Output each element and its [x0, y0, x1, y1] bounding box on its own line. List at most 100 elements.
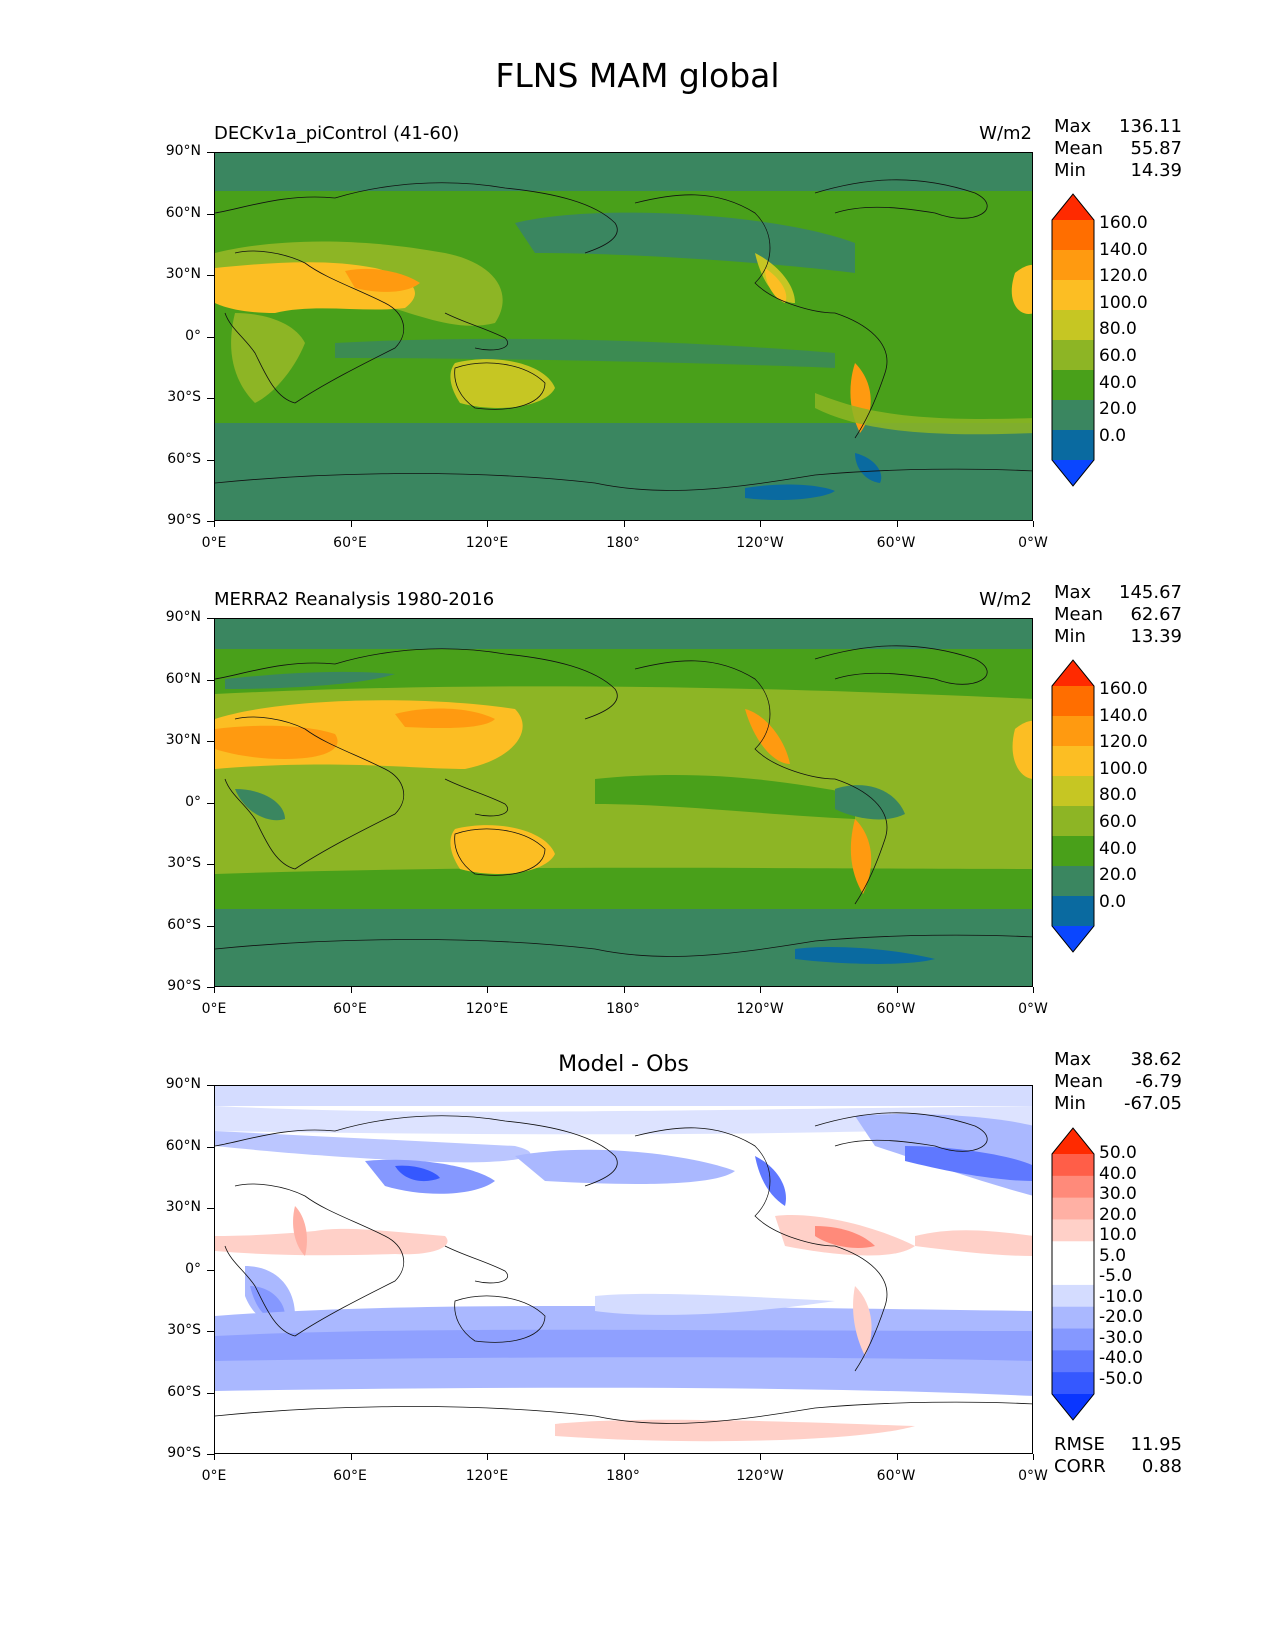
lat-tickmark: [207, 864, 214, 865]
lon-tickmark: [760, 987, 761, 993]
colorbar-tick-label: 160.0: [1099, 213, 1148, 233]
corr-label: CORR: [1054, 1456, 1106, 1477]
colorbar-cell: [1052, 220, 1094, 251]
lat-tickmark: [207, 213, 214, 215]
colorbar-tick-label: 40.0: [1099, 838, 1137, 859]
lon-label: 120°E: [465, 1001, 509, 1017]
lat-tickmark: [207, 459, 214, 461]
figure-title: FLNS MAM global: [495, 56, 780, 95]
lat-label: 30°N: [165, 732, 201, 748]
lon-tickmark: [1033, 1454, 1034, 1460]
colorbar-tick-label: 140.0: [1099, 705, 1148, 726]
lon-label: 0°E: [201, 535, 227, 551]
colorbar-model: [1051, 193, 1095, 491]
lat-tickmark: [207, 1454, 214, 1455]
colorbar-cell: [1052, 1219, 1094, 1242]
colorbar-tick-label: 5.0: [1099, 1245, 1127, 1266]
lat-tickmark: [207, 1146, 214, 1148]
colorbar-cell: [1052, 1306, 1094, 1330]
colorbar-tick-label: 40.0: [1099, 372, 1137, 393]
lon-label: 180°: [606, 535, 640, 551]
lat-label: 90°S: [167, 1445, 201, 1461]
rmse-label: RMSE: [1054, 1434, 1105, 1455]
colorbar-cap-bottom: [1052, 1394, 1094, 1420]
lon-tickmark: [896, 1454, 898, 1460]
colorbar-cell: [1052, 1350, 1094, 1373]
stat-mean-value: 55.87: [1130, 138, 1182, 159]
lat-tickmark: [207, 802, 214, 804]
colorbar-cell: [1052, 1197, 1094, 1220]
colorbar-tick-label: 60.0: [1099, 812, 1137, 832]
lon-label: 60°E: [333, 535, 367, 551]
colorbar-tick-label: -5.0: [1099, 1266, 1133, 1286]
colorbar-tick-label: 40.0: [1099, 1163, 1137, 1184]
stat-max-value: 145.67: [1119, 582, 1182, 603]
stat-max-label: Max: [1054, 1049, 1092, 1070]
colorbar-cell: [1052, 716, 1094, 747]
map-obs-field: [215, 619, 1032, 986]
lon-tickmark: [1033, 521, 1034, 527]
stat-min-label: Min: [1054, 1093, 1086, 1114]
lat-tickmark: [207, 925, 214, 927]
lat-tickmark: [207, 336, 214, 338]
colorbar-cell: [1052, 1284, 1094, 1308]
colorbar-tick-label: 0.0: [1099, 891, 1127, 912]
panel-title: MERRA2 Reanalysis 1980-2016: [214, 589, 495, 610]
colorbar-cell: [1052, 280, 1094, 311]
colorbar-tick-label: -30.0: [1099, 1327, 1143, 1348]
lon-tickmark: [350, 1454, 352, 1460]
colorbar-tick-label: 60.0: [1099, 346, 1137, 366]
lon-label: 180°: [606, 1001, 640, 1017]
lat-label: 30°N: [165, 266, 201, 282]
stat-min-value: -67.05: [1123, 1093, 1182, 1114]
colorbar-diff: [1051, 1127, 1095, 1425]
lon-tickmark: [214, 521, 215, 527]
colorbar-cell: [1052, 400, 1094, 431]
lat-label: 90°N: [165, 143, 201, 159]
lon-label: 120°E: [465, 1468, 509, 1484]
lat-tickmark: [207, 618, 214, 619]
lon-label: 180°: [606, 1468, 640, 1484]
lat-label: 90°S: [167, 978, 201, 994]
colorbar-tick-label: -10.0: [1099, 1286, 1143, 1307]
lon-tickmark: [487, 521, 488, 527]
lon-label: 60°W: [876, 535, 916, 551]
colorbar-tick-label: 80.0: [1099, 785, 1137, 806]
lon-label: 120°W: [736, 1001, 784, 1017]
colorbar-tick-label: -50.0: [1099, 1368, 1143, 1389]
lat-label: 60°S: [167, 917, 201, 933]
map-model: [214, 152, 1033, 521]
lat-tickmark: [207, 1208, 214, 1209]
stats-box: Max 38.62 Mean -6.79 Min -67.05: [1054, 1049, 1182, 1115]
lon-label: 60°E: [333, 1001, 367, 1017]
stat-mean-label: Mean: [1054, 1071, 1104, 1092]
lon-label: 0°W: [1018, 1468, 1048, 1484]
lat-label: 60°N: [165, 671, 201, 687]
lat-label: 30°N: [165, 1199, 201, 1215]
colorbar-tick-label: -40.0: [1099, 1348, 1143, 1368]
stat-min-value: 13.39: [1130, 626, 1182, 647]
lon-label: 0°E: [201, 1468, 227, 1484]
colorbar-cell: [1052, 896, 1094, 927]
colorbar-tick-label: 30.0: [1099, 1184, 1137, 1204]
stat-min-label: Min: [1054, 160, 1086, 181]
colorbar-tick-label: 140.0: [1099, 239, 1148, 260]
stat-mean-value: 62.67: [1130, 604, 1182, 625]
lat-tickmark: [207, 741, 214, 742]
lat-label: 60°S: [167, 1384, 201, 1400]
colorbar-cell: [1052, 866, 1094, 897]
stat-max-value: 136.11: [1119, 116, 1182, 137]
units-label: W/m2: [979, 123, 1032, 144]
map-obs: [214, 618, 1033, 987]
lon-tickmark: [623, 1454, 625, 1460]
stat-max-label: Max: [1054, 582, 1092, 603]
map-diff-field: [215, 1086, 1032, 1453]
lon-tickmark: [1033, 987, 1034, 993]
colorbar-cell: [1052, 430, 1094, 461]
colorbar-cell: [1052, 776, 1094, 807]
colorbar-obs: [1051, 659, 1095, 957]
metrics-box: RMSE 11.95 CORR 0.88: [1054, 1434, 1182, 1478]
colorbar-cell: [1052, 1372, 1094, 1395]
colorbar-tick-label: 20.0: [1099, 865, 1137, 886]
colorbar-cap-bottom: [1052, 926, 1094, 952]
